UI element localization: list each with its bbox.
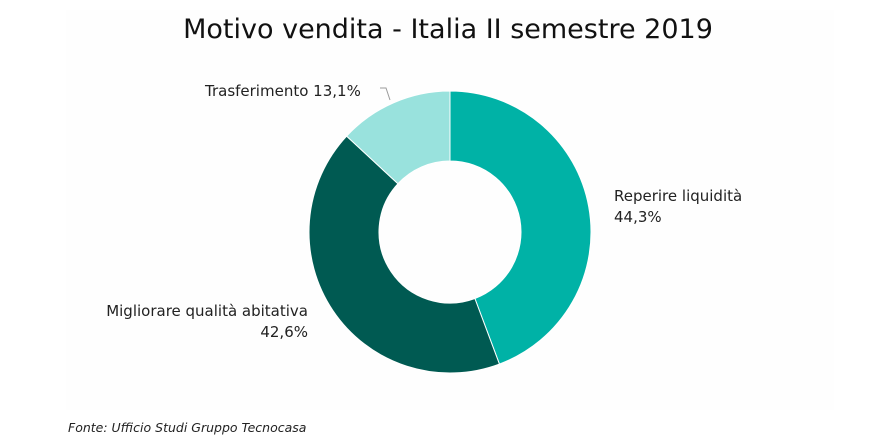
slice-trasferimento	[345, 90, 451, 185]
leader-line-trasferimento	[380, 87, 391, 101]
slice-migliorare-qualit-abitativa	[308, 135, 501, 374]
label-migliorare-qualita-abitativa: Migliorare qualità abitativa	[106, 302, 308, 320]
slice-reperire-liquidit-	[449, 90, 592, 365]
chart-title: Motivo vendita - Italia II semestre 2019	[183, 14, 713, 45]
slices-group	[308, 90, 592, 374]
label-trasferimento: Trasferimento 13,1%	[204, 82, 361, 100]
label-reperire-liquidita: Reperire liquidità	[614, 187, 742, 205]
value-reperire-liquidita: 44,3%	[614, 208, 662, 226]
value-migliorare-qualita-abitativa: 42,6%	[260, 323, 308, 341]
source-note: Fonte: Ufficio Studi Gruppo Tecnocasa	[68, 420, 307, 435]
